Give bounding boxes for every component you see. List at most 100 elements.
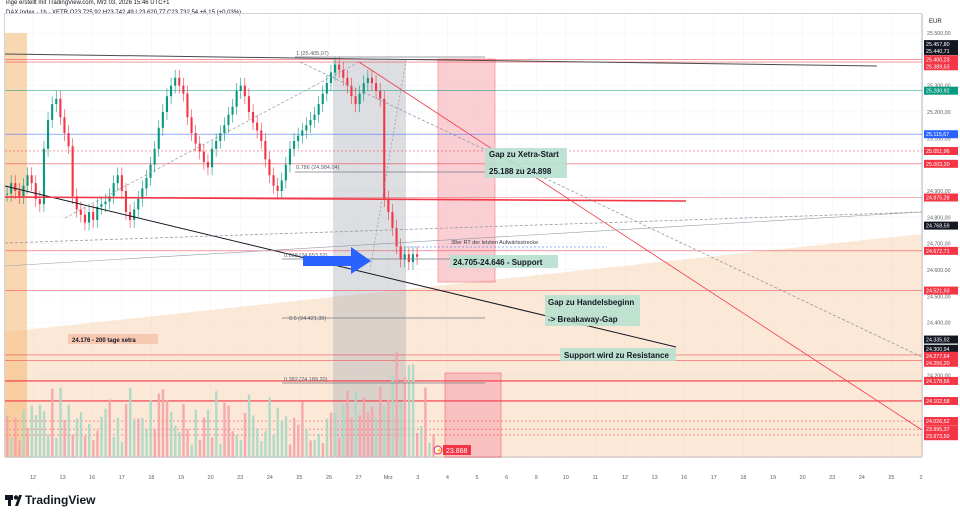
time-tick: 13 bbox=[60, 475, 66, 481]
trendline-gray-dashed-2[interactable] bbox=[4, 211, 923, 244]
trendline-red-down[interactable] bbox=[358, 61, 923, 431]
left-orange-zone bbox=[5, 33, 27, 457]
time-tick: 18 bbox=[740, 475, 746, 481]
time-tick: 17 bbox=[119, 475, 125, 481]
gap-handel-label-2: -> Breakaway-Gap bbox=[548, 315, 618, 324]
price-axis[interactable]: EUR25.500,0025.400,0025.300,0025.200,002… bbox=[924, 19, 958, 441]
price-badge bbox=[924, 146, 958, 155]
volume-bars bbox=[6, 352, 435, 457]
price-badge-label: 24.102,58 bbox=[926, 399, 950, 405]
fib-05-label: 0.5 (24.421,35) bbox=[289, 316, 326, 322]
tradingview-logo-icon bbox=[5, 495, 22, 506]
author-line: inge erstellt mit TradingView.com, Mrz 0… bbox=[6, 0, 170, 6]
ma200-label: 24.176 - 200 tage xetra bbox=[72, 338, 136, 344]
price-tick: 25.100,00 bbox=[927, 136, 951, 142]
support-zone-label: 24.705-24.646 - Support bbox=[453, 258, 543, 267]
price-badge bbox=[924, 335, 958, 344]
price-badge bbox=[924, 432, 958, 441]
time-tick: 24 bbox=[267, 475, 273, 481]
fib-diagonal[interactable] bbox=[369, 59, 407, 271]
fib-0382-label: 0.382 (24.189,20) bbox=[284, 377, 328, 383]
time-tick: 16 bbox=[89, 475, 95, 481]
time-tick: 4 bbox=[446, 475, 449, 481]
price-badge bbox=[924, 55, 958, 64]
price-badge bbox=[924, 62, 958, 71]
annotations: Gap zu Xetra-Start 25.188 zu 24.898 24.7… bbox=[68, 148, 676, 455]
price-badge bbox=[924, 358, 958, 367]
time-tick: 9 bbox=[535, 475, 538, 481]
price-tick: 25.200,00 bbox=[927, 110, 951, 116]
time-tick: 16 bbox=[681, 475, 687, 481]
price-tick: 24.600,00 bbox=[927, 268, 951, 274]
time-tick: 10 bbox=[563, 475, 569, 481]
price-tick: 24.700,00 bbox=[927, 242, 951, 248]
trendline-top-black[interactable] bbox=[4, 53, 878, 67]
time-tick: 18 bbox=[148, 475, 154, 481]
currency-label: EUR bbox=[929, 19, 942, 25]
time-tick: 17 bbox=[711, 475, 717, 481]
time-tick: 5 bbox=[475, 475, 478, 481]
gap-handel-label-1: Gap zu Handelsbeginn bbox=[548, 298, 634, 307]
price-badge bbox=[924, 417, 958, 426]
gap-pink-zone-lower bbox=[444, 372, 502, 458]
price-badge bbox=[924, 193, 958, 202]
time-tick: 20 bbox=[208, 475, 214, 481]
time-tick: 24 bbox=[859, 475, 865, 481]
price-badge bbox=[924, 246, 958, 255]
price-badge bbox=[924, 396, 958, 405]
price-tick: 24.900,00 bbox=[927, 189, 951, 195]
price-badge bbox=[924, 425, 958, 434]
time-tick: Mrz bbox=[384, 475, 393, 481]
price-badge bbox=[924, 351, 958, 360]
price-badge bbox=[924, 40, 958, 49]
time-tick: 6 bbox=[505, 475, 508, 481]
price-badge-label: 23.995,37 bbox=[926, 427, 950, 433]
tradingview-logo-text: TradingView bbox=[25, 493, 96, 507]
price-badge-label: 24.335,92 bbox=[926, 338, 950, 344]
price-badge-label: 25.280,92 bbox=[926, 89, 950, 95]
time-tick: 12 bbox=[622, 475, 628, 481]
time-tick: 26 bbox=[326, 475, 332, 481]
time-tick: 11 bbox=[593, 475, 599, 481]
price-badge-label: 24.300,94 bbox=[926, 347, 950, 353]
fib-1-label: 1 (25.405,07) bbox=[296, 51, 329, 57]
price-badge-label: 24.521,93 bbox=[926, 289, 950, 295]
price-badge-label: 23.973,50 bbox=[926, 434, 950, 440]
price-badge bbox=[924, 47, 958, 56]
rt38-label: 38er RT der letzten Aufwärtsstrecke bbox=[451, 240, 538, 246]
time-tick: 23 bbox=[829, 475, 835, 481]
price-badge bbox=[924, 159, 958, 168]
price-badge bbox=[924, 286, 958, 295]
price-badge-label: 24.768,59 bbox=[926, 224, 950, 230]
price-badge-label: 25.115,67 bbox=[926, 132, 949, 138]
price-badge bbox=[924, 344, 958, 353]
current-price-label: 23.868 bbox=[446, 448, 468, 455]
trendline-gray-2[interactable] bbox=[4, 211, 923, 267]
lightning-icon: ⚡ bbox=[436, 447, 443, 455]
gap-xetra-label-1: Gap zu Xetra-Start bbox=[489, 150, 559, 159]
price-badge-label: 25.389,53 bbox=[926, 64, 950, 70]
price-tick: 24.200,00 bbox=[927, 373, 951, 379]
price-badge-label: 25.440,71 bbox=[926, 49, 950, 55]
time-tick: 19 bbox=[178, 475, 184, 481]
time-tick: 3 bbox=[416, 475, 419, 481]
tradingview-logo[interactable]: TradingView bbox=[5, 493, 96, 507]
blue-arrow-icon bbox=[303, 247, 371, 274]
price-badge-label: 25.457,80 bbox=[926, 42, 950, 48]
price-axis-bg bbox=[923, 14, 959, 457]
time-tick: 2 bbox=[919, 475, 922, 481]
price-tick: 25.500,00 bbox=[927, 31, 951, 37]
price-badge-label: 25.400,23 bbox=[926, 57, 950, 63]
price-tick: 24.400,00 bbox=[927, 321, 951, 327]
trendline-gray-up[interactable] bbox=[64, 61, 360, 219]
price-badge-label: 25.051,96 bbox=[926, 149, 950, 155]
price-badge-label: 24.277,64 bbox=[926, 354, 950, 360]
price-badge bbox=[924, 376, 958, 385]
time-axis[interactable]: 12 13 16 17 18 19 20 23 24 25 26 27 Mrz 3 4 5 6 9 10 11 12 13… bbox=[30, 475, 923, 481]
time-tick: 25 bbox=[888, 475, 894, 481]
trendline-red-thick[interactable] bbox=[4, 196, 687, 202]
price-badge-label: 24.178,66 bbox=[926, 379, 950, 385]
price-badge-label: 25.003,20 bbox=[926, 162, 950, 168]
